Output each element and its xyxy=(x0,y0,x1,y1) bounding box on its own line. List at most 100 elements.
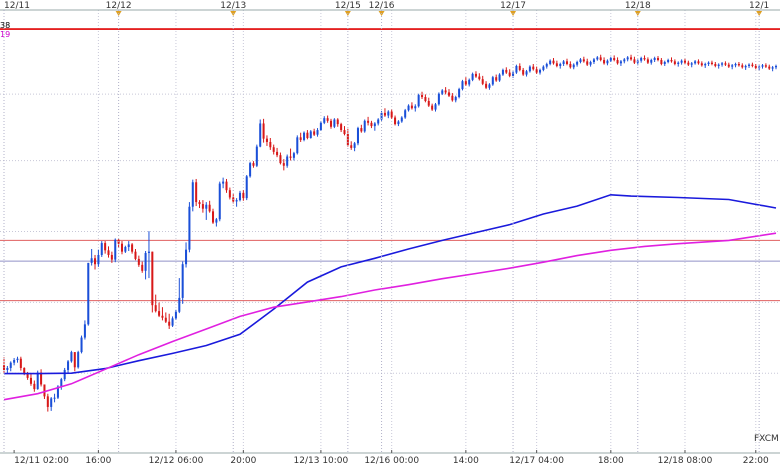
candle-body xyxy=(569,63,572,68)
candle-body xyxy=(724,63,727,65)
candle-body xyxy=(249,163,252,177)
candle-body xyxy=(329,120,333,127)
candle-body xyxy=(683,60,686,63)
candle-body xyxy=(670,60,673,62)
candle-body xyxy=(660,60,663,64)
candle-body xyxy=(626,57,629,60)
candle-body xyxy=(721,63,724,65)
candle-body xyxy=(485,83,488,88)
candle-body xyxy=(242,192,245,199)
bottom-time-label: 14:00 xyxy=(453,456,479,466)
candle-body xyxy=(252,163,255,166)
candle-body xyxy=(131,244,134,252)
candle-body xyxy=(151,251,154,306)
candle-body xyxy=(501,69,504,75)
candle-body xyxy=(434,104,437,110)
candle-body xyxy=(63,369,66,380)
candle-body xyxy=(363,120,366,132)
candle-body xyxy=(576,62,579,65)
top-date-label: 12/1 xyxy=(749,1,769,11)
candle-body xyxy=(606,60,609,64)
candle-body xyxy=(616,60,619,64)
moving-averages-layer xyxy=(3,193,777,401)
candle-body xyxy=(137,258,140,265)
candle-body xyxy=(717,64,720,66)
candle-body xyxy=(491,77,494,85)
candle-body xyxy=(549,60,552,64)
candle-body xyxy=(552,60,555,64)
candle-body xyxy=(77,352,80,368)
candle-body xyxy=(481,79,484,84)
candle-body xyxy=(687,62,690,65)
candle-body xyxy=(350,145,353,148)
candle-body xyxy=(282,163,285,166)
candle-body xyxy=(633,59,636,63)
candle-body xyxy=(23,367,26,374)
candle-body xyxy=(623,59,626,62)
candle-body xyxy=(158,311,161,316)
candle-body xyxy=(222,181,225,184)
candle-body xyxy=(114,239,117,260)
candle-body xyxy=(198,202,201,205)
candle-body xyxy=(640,58,643,61)
candle-body xyxy=(104,243,107,251)
candle-body xyxy=(97,254,100,265)
candle-body xyxy=(195,182,198,203)
candle-body xyxy=(488,84,491,88)
candle-body xyxy=(515,65,518,73)
candle-body xyxy=(107,250,110,255)
candle-body xyxy=(704,63,707,66)
candle-body xyxy=(309,131,312,138)
left-price-label: 38 xyxy=(0,21,10,30)
candle-body xyxy=(323,118,326,123)
candle-body xyxy=(168,321,171,326)
moving-average-line-0 xyxy=(4,193,777,375)
candle-body xyxy=(120,243,124,252)
candle-body xyxy=(174,311,177,319)
candle-body xyxy=(235,200,238,202)
bottom-time-label: 20:00 xyxy=(230,456,256,466)
candle-body xyxy=(269,141,272,148)
candle-body xyxy=(259,123,262,147)
candle-body xyxy=(185,249,188,265)
candle-body xyxy=(464,81,467,85)
candle-body xyxy=(134,251,137,259)
candle-body xyxy=(40,372,43,385)
candle-body xyxy=(43,384,46,397)
candle-body xyxy=(417,95,420,107)
candle-body xyxy=(370,122,373,127)
candle-body xyxy=(414,106,417,109)
bottom-time-axis: 12/11 02:00 16:00 12/12 06:00 20:00 12/13 10… xyxy=(13,450,769,466)
candle-body xyxy=(238,192,241,201)
candle-body xyxy=(181,264,184,298)
candle-body xyxy=(478,76,481,80)
candle-body xyxy=(592,59,595,63)
candle-body xyxy=(586,61,589,65)
candle-body xyxy=(390,111,393,118)
candle-body xyxy=(154,305,157,312)
candle-body xyxy=(737,63,740,66)
candle-body xyxy=(191,182,194,207)
candle-body xyxy=(714,63,717,66)
candle-body xyxy=(410,105,413,109)
candle-body xyxy=(474,73,477,77)
candle-body xyxy=(653,58,656,61)
candle-body xyxy=(211,211,215,223)
candle-body xyxy=(468,79,471,85)
candle-body xyxy=(421,95,424,98)
candle-body xyxy=(299,137,302,140)
candle-body xyxy=(279,155,282,164)
candle-body xyxy=(603,60,606,64)
candle-body xyxy=(60,379,63,387)
candle-body xyxy=(673,61,676,64)
candle-body xyxy=(694,61,697,64)
bottom-time-label: 12/11 02:00 xyxy=(14,456,69,466)
candle-body xyxy=(373,123,376,127)
top-date-axis: 12/11 12/12 12/13 12/15 12/16 12/17 12/18 12/1 xyxy=(3,1,769,453)
bottom-time-label: 22:00 xyxy=(743,456,769,466)
candle-body xyxy=(383,112,386,116)
candle-body xyxy=(316,130,319,135)
bottom-time-label: 12/17 04:00 xyxy=(509,456,564,466)
